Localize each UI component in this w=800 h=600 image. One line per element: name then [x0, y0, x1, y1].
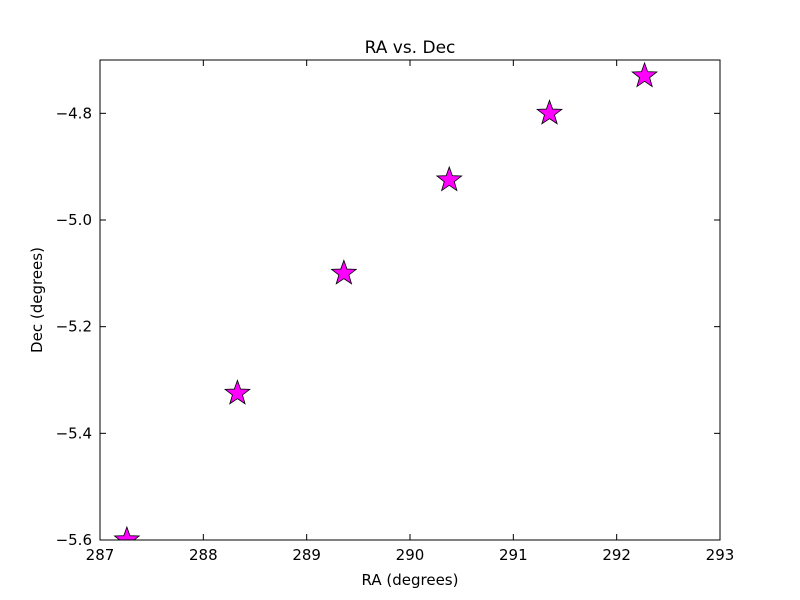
x-tick-label: 293 [706, 546, 735, 564]
x-tick: 291 [499, 60, 528, 564]
y-tick: −5.2 [56, 318, 720, 336]
x-tick: 287 [86, 60, 115, 564]
x-tick-label: 288 [189, 546, 218, 564]
y-tick-label: −4.8 [56, 104, 92, 122]
plot-area-frame [99, 59, 721, 541]
x-tick: 290 [396, 60, 425, 564]
y-axis-ticks: −5.6 −5.4 −5.2 −5.0 −4.8 [56, 104, 720, 549]
y-tick: −5.0 [56, 211, 720, 229]
data-point-star [330, 259, 358, 285]
x-axis-ticks: 287 288 289 290 291 292 293 [86, 60, 735, 564]
x-tick: 289 [292, 60, 321, 564]
y-tick-label: −5.4 [56, 424, 92, 442]
data-point-star [536, 99, 563, 125]
x-tick-label: 290 [396, 546, 425, 564]
x-axis-label: RA (degrees) [362, 571, 459, 589]
data-point-star [223, 379, 251, 405]
x-tick-label: 289 [292, 546, 321, 564]
y-tick: −5.4 [56, 424, 720, 442]
y-axis-label: Dec (degrees) [28, 247, 46, 353]
y-tick: −4.8 [56, 104, 720, 122]
y-tick-label: −5.2 [56, 318, 92, 336]
x-tick: 293 [706, 60, 735, 564]
y-tick-label: −5.6 [56, 531, 92, 549]
x-tick: 292 [602, 60, 631, 564]
y-tick: −5.6 [56, 531, 720, 549]
data-point-star [435, 165, 463, 192]
x-tick-label: 292 [602, 546, 631, 564]
y-tick-label: −5.0 [56, 211, 92, 229]
x-tick-label: 287 [86, 546, 115, 564]
chart-title: RA vs. Dec [365, 38, 456, 58]
data-point-star [113, 525, 141, 540]
x-tick: 288 [189, 60, 218, 564]
data-point-star [631, 61, 659, 88]
x-tick-label: 291 [499, 546, 528, 564]
data-points [113, 61, 659, 540]
